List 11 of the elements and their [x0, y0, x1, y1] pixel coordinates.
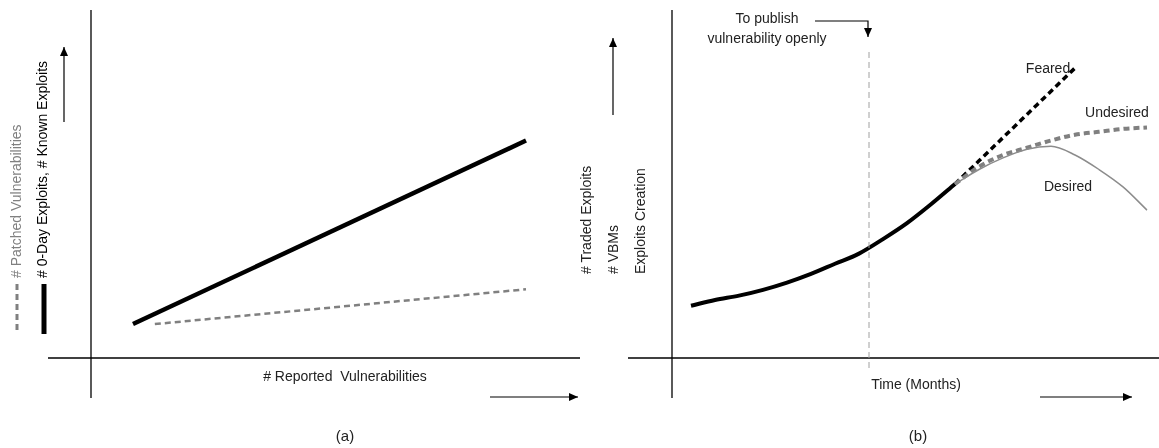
x-axis-title: Time (Months): [871, 375, 961, 392]
text: (b): [908, 427, 928, 445]
series-label: Undesired: [1085, 104, 1149, 121]
text: # 0-Day Exploits, # Known Exploits: [33, 60, 50, 278]
x-axis-title: # Reported Vulnerabilities: [263, 367, 427, 384]
series-label: Desired: [1043, 177, 1093, 194]
y-axis-title: # Traded Exploits # VBMs Exploits Creation: [577, 165, 648, 274]
text: (a): [335, 427, 355, 445]
text: To publish vulnerability openly: [707, 9, 827, 46]
text: # Patched Vulnerabilities: [7, 124, 24, 278]
series-label: Feared: [1025, 59, 1071, 76]
